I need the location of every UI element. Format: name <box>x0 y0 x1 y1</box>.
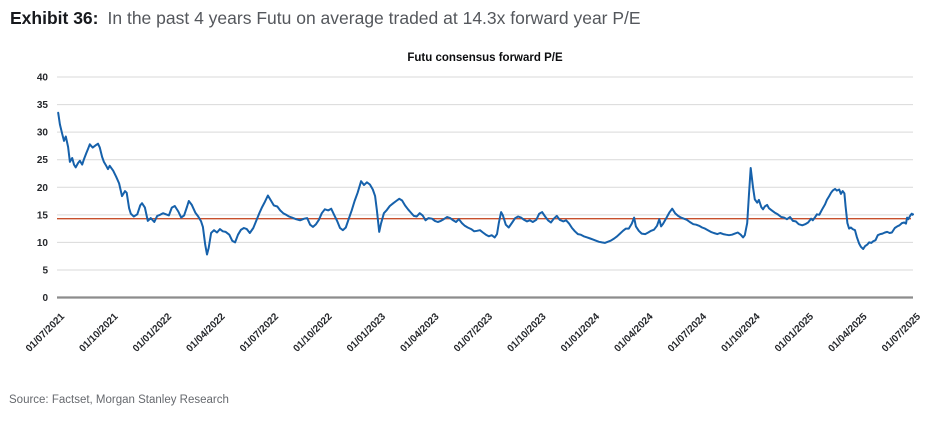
x-axis-tick-label: 01/10/2023 <box>505 311 548 354</box>
x-axis-tick-label: 01/04/2022 <box>184 311 227 354</box>
x-axis-tick-label: 01/04/2024 <box>612 311 655 354</box>
y-axis-tick-label: 25 <box>37 155 49 166</box>
x-axis-tick-label: 01/07/2023 <box>452 311 495 354</box>
x-axis-tick-label: 01/10/2022 <box>291 311 334 354</box>
x-axis-tick-label: 01/04/2023 <box>398 311 441 354</box>
y-axis-tick-label: 5 <box>42 265 48 276</box>
x-axis-tick-label: 01/07/2022 <box>238 311 281 354</box>
y-axis-tick-label: 15 <box>37 210 49 221</box>
exhibit-title-text: In the past 4 years Futu on average trad… <box>107 8 641 28</box>
x-axis-tick-label: 01/10/2021 <box>77 311 120 354</box>
x-axis-tick-label: 01/01/2024 <box>559 311 602 354</box>
chart-title: Futu consensus forward P/E <box>407 52 563 64</box>
x-axis-tick-label: 01/04/2025 <box>826 311 869 354</box>
source-attribution: Source: Factset, Morgan Stanley Research <box>9 394 229 406</box>
x-axis-tick-label: 01/01/2025 <box>773 311 816 354</box>
x-axis-tick-label: 01/07/2024 <box>666 311 709 354</box>
y-axis-tick-label: 0 <box>42 293 48 304</box>
x-axis-tick-label: 01/07/2025 <box>880 311 923 354</box>
x-axis-tick-label: 01/07/2021 <box>24 311 67 354</box>
y-axis-tick-label: 40 <box>37 73 49 84</box>
x-axis-tick-label: 01/10/2024 <box>719 311 762 354</box>
y-axis-tick-label: 30 <box>37 128 49 139</box>
exhibit-header: Exhibit 36: In the past 4 years Futu on a… <box>10 7 641 29</box>
x-axis-tick-label: 01/01/2022 <box>131 311 174 354</box>
y-axis-tick-label: 10 <box>37 238 49 249</box>
y-axis-tick-label: 20 <box>37 183 49 194</box>
forward-pe-series-line <box>57 111 914 256</box>
y-axis-tick-label: 35 <box>37 100 49 111</box>
exhibit-number-label: Exhibit 36: <box>10 8 99 28</box>
x-axis-tick-label: 01/01/2023 <box>345 311 388 354</box>
